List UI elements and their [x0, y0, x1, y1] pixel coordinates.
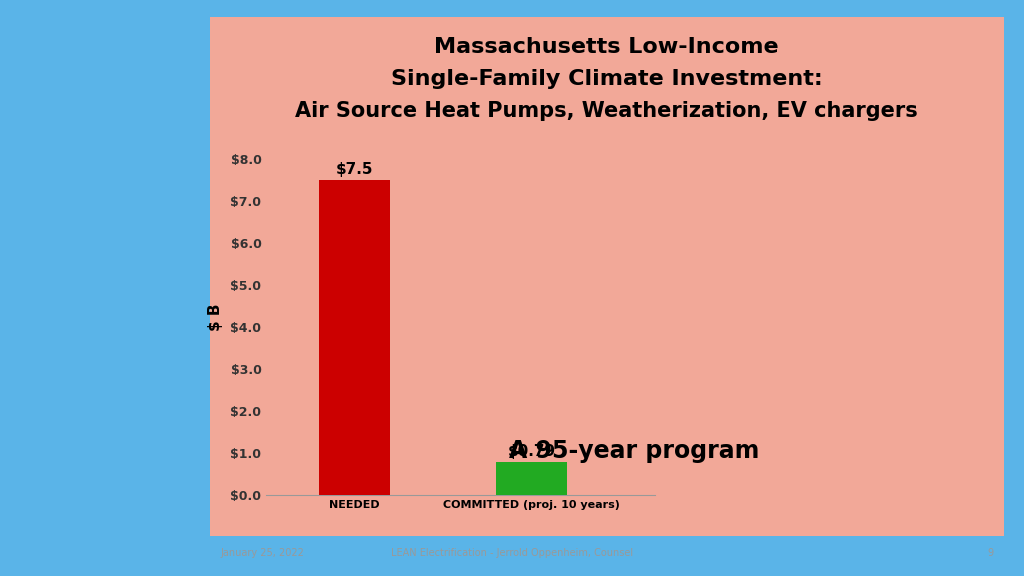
Text: Single-Family Climate Investment:: Single-Family Climate Investment: — [391, 69, 822, 89]
Text: $0.79: $0.79 — [508, 444, 556, 459]
Text: A 95-year program: A 95-year program — [509, 439, 760, 463]
Text: LEAN Electrification - Jerrold Oppenheim, Counsel: LEAN Electrification - Jerrold Oppenheim… — [391, 548, 633, 558]
Bar — [497, 462, 567, 495]
Bar — [319, 180, 390, 495]
Y-axis label: $ B: $ B — [209, 303, 223, 331]
Text: January 25, 2022: January 25, 2022 — [220, 548, 304, 558]
Text: 9: 9 — [987, 548, 993, 558]
Text: Massachusetts Low-Income: Massachusetts Low-Income — [434, 37, 779, 58]
Text: $7.5: $7.5 — [336, 162, 374, 177]
Text: Air Source Heat Pumps, Weatherization, EV chargers: Air Source Heat Pumps, Weatherization, E… — [295, 101, 919, 121]
